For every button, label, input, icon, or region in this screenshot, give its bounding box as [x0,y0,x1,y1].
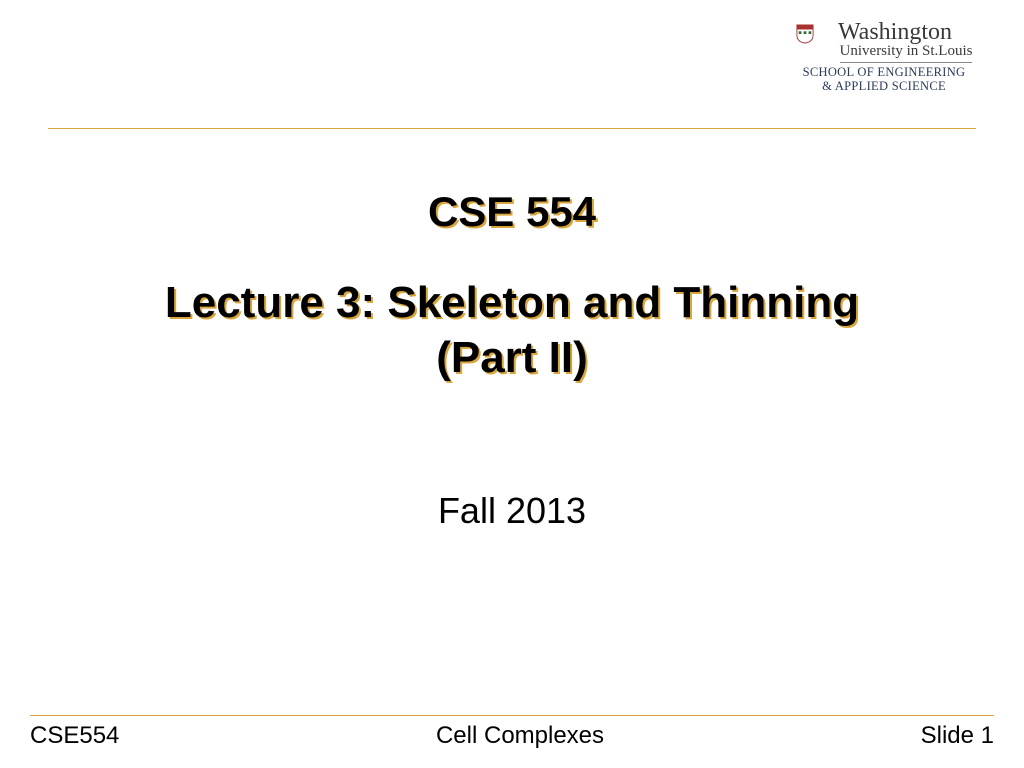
course-code: CSE 554 [0,188,1024,236]
school-name-line1: SCHOOL OF ENGINEERING [774,65,994,79]
university-logo: Washington University in St.Louis SCHOOL… [774,20,994,94]
lecture-title-line1: Lecture 3: Skeleton and Thinning [165,278,859,327]
school-name-line2: & APPLIED SCIENCE [774,79,994,93]
slide: Washington University in St.Louis SCHOOL… [0,0,1024,768]
university-name: Washington [818,20,973,44]
footer-left: CSE554 [30,722,119,750]
footer-center: Cell Complexes [436,722,604,750]
footer: CSE554 Cell Complexes Slide 1 [30,722,994,750]
lecture-title: Lecture 3: Skeleton and Thinning (Part I… [0,275,1024,385]
footer-right: Slide 1 [921,722,994,750]
top-rule [48,128,976,129]
university-subline: University in St.Louis [840,44,973,63]
logo-top-row: Washington University in St.Louis [774,20,994,65]
bottom-rule [30,715,994,716]
lecture-title-line2: (Part II) [436,333,588,382]
semester: Fall 2013 [0,490,1024,532]
shield-icon [796,24,814,44]
